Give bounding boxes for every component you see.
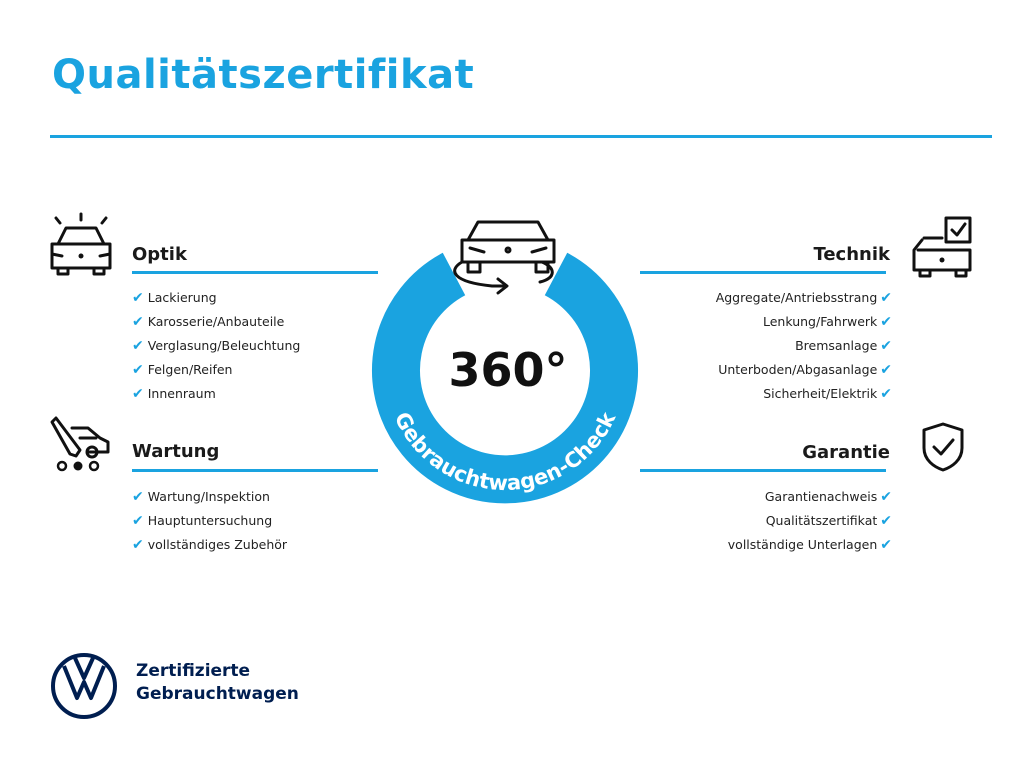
- title-divider: [50, 135, 992, 138]
- list-item: ✔ Hauptuntersuchung: [132, 513, 273, 529]
- list-item: ✔ Felgen/Reifen: [132, 362, 233, 378]
- check-icon: ✔: [880, 386, 892, 402]
- list-item: Qualitätszertifikat ✔: [765, 513, 892, 529]
- check-icon: ✔: [880, 513, 892, 529]
- vw-logo: [51, 653, 117, 719]
- section-title-garantie: Garantie: [802, 442, 890, 463]
- check-icon: ✔: [132, 362, 144, 378]
- section-title-optik: Optik: [132, 244, 187, 265]
- list-item: ✔ Innenraum: [132, 386, 216, 402]
- check-icon: ✔: [132, 537, 144, 553]
- section-divider: [132, 469, 378, 472]
- optik-list: ✔ Lackierung ✔ Karosserie/Anbauteile ✔ Verg…: [132, 286, 300, 406]
- center-label: 360°: [448, 343, 567, 397]
- list-item: ✔ Verglasung/Beleuchtung: [132, 338, 301, 354]
- check-icon: ✔: [880, 537, 892, 553]
- rotating-car-icon: [453, 220, 556, 295]
- list-item: ✔ vollständiges Zubehör: [132, 537, 288, 553]
- list-item: Bremsanlage ✔: [795, 338, 892, 354]
- list-item: vollständige Unterlagen ✔: [727, 537, 892, 553]
- garantie-list: Garantienachweis ✔ Qualitätszertifikat ✔ v…: [728, 485, 892, 557]
- service-tools-icon: [50, 416, 110, 472]
- list-item: Lenkung/Fahrwerk ✔: [763, 314, 892, 330]
- page-title: Qualitätszertifikat: [52, 52, 475, 98]
- wartung-list: ✔ Wartung/Inspektion ✔ Hauptuntersuchung ✔…: [132, 485, 287, 557]
- check-icon: ✔: [880, 362, 892, 378]
- check-icon: ✔: [132, 338, 144, 354]
- technik-list: Aggregate/Antriebsstrang ✔ Lenkung/Fahrwe…: [716, 286, 892, 406]
- car-checkbox-icon: [912, 216, 972, 278]
- section-divider: [132, 271, 378, 274]
- section-title-technik: Technik: [813, 244, 890, 265]
- car-lights-icon: [50, 212, 112, 276]
- check-icon: ✔: [880, 314, 892, 330]
- section-title-wartung: Wartung: [132, 441, 220, 462]
- list-item: ✔ Wartung/Inspektion: [132, 489, 270, 505]
- shield-check-icon: [922, 422, 964, 472]
- list-item: ✔ Lackierung: [132, 290, 217, 306]
- check-icon: ✔: [880, 290, 892, 306]
- check-icon: ✔: [132, 513, 144, 529]
- list-item: Unterboden/Abgasanlage ✔: [718, 362, 892, 378]
- check-icon: ✔: [880, 338, 892, 354]
- check-icon: ✔: [132, 314, 144, 330]
- check-icon: ✔: [132, 386, 144, 402]
- list-item: Garantienachweis ✔: [764, 489, 892, 505]
- ring-arc: [372, 252, 638, 504]
- check-icon: ✔: [132, 489, 144, 505]
- list-item: Sicherheit/Elektrik ✔: [763, 386, 892, 402]
- check-icon: ✔: [880, 489, 892, 505]
- check-icon: ✔: [132, 290, 144, 306]
- list-item: Aggregate/Antriebsstrang ✔: [715, 290, 892, 306]
- list-item: ✔ Karosserie/Anbauteile: [132, 314, 285, 330]
- section-divider: [640, 271, 886, 274]
- section-divider: [640, 469, 886, 472]
- brand-text: Zertifizierte Gebrauchtwagen: [136, 661, 299, 704]
